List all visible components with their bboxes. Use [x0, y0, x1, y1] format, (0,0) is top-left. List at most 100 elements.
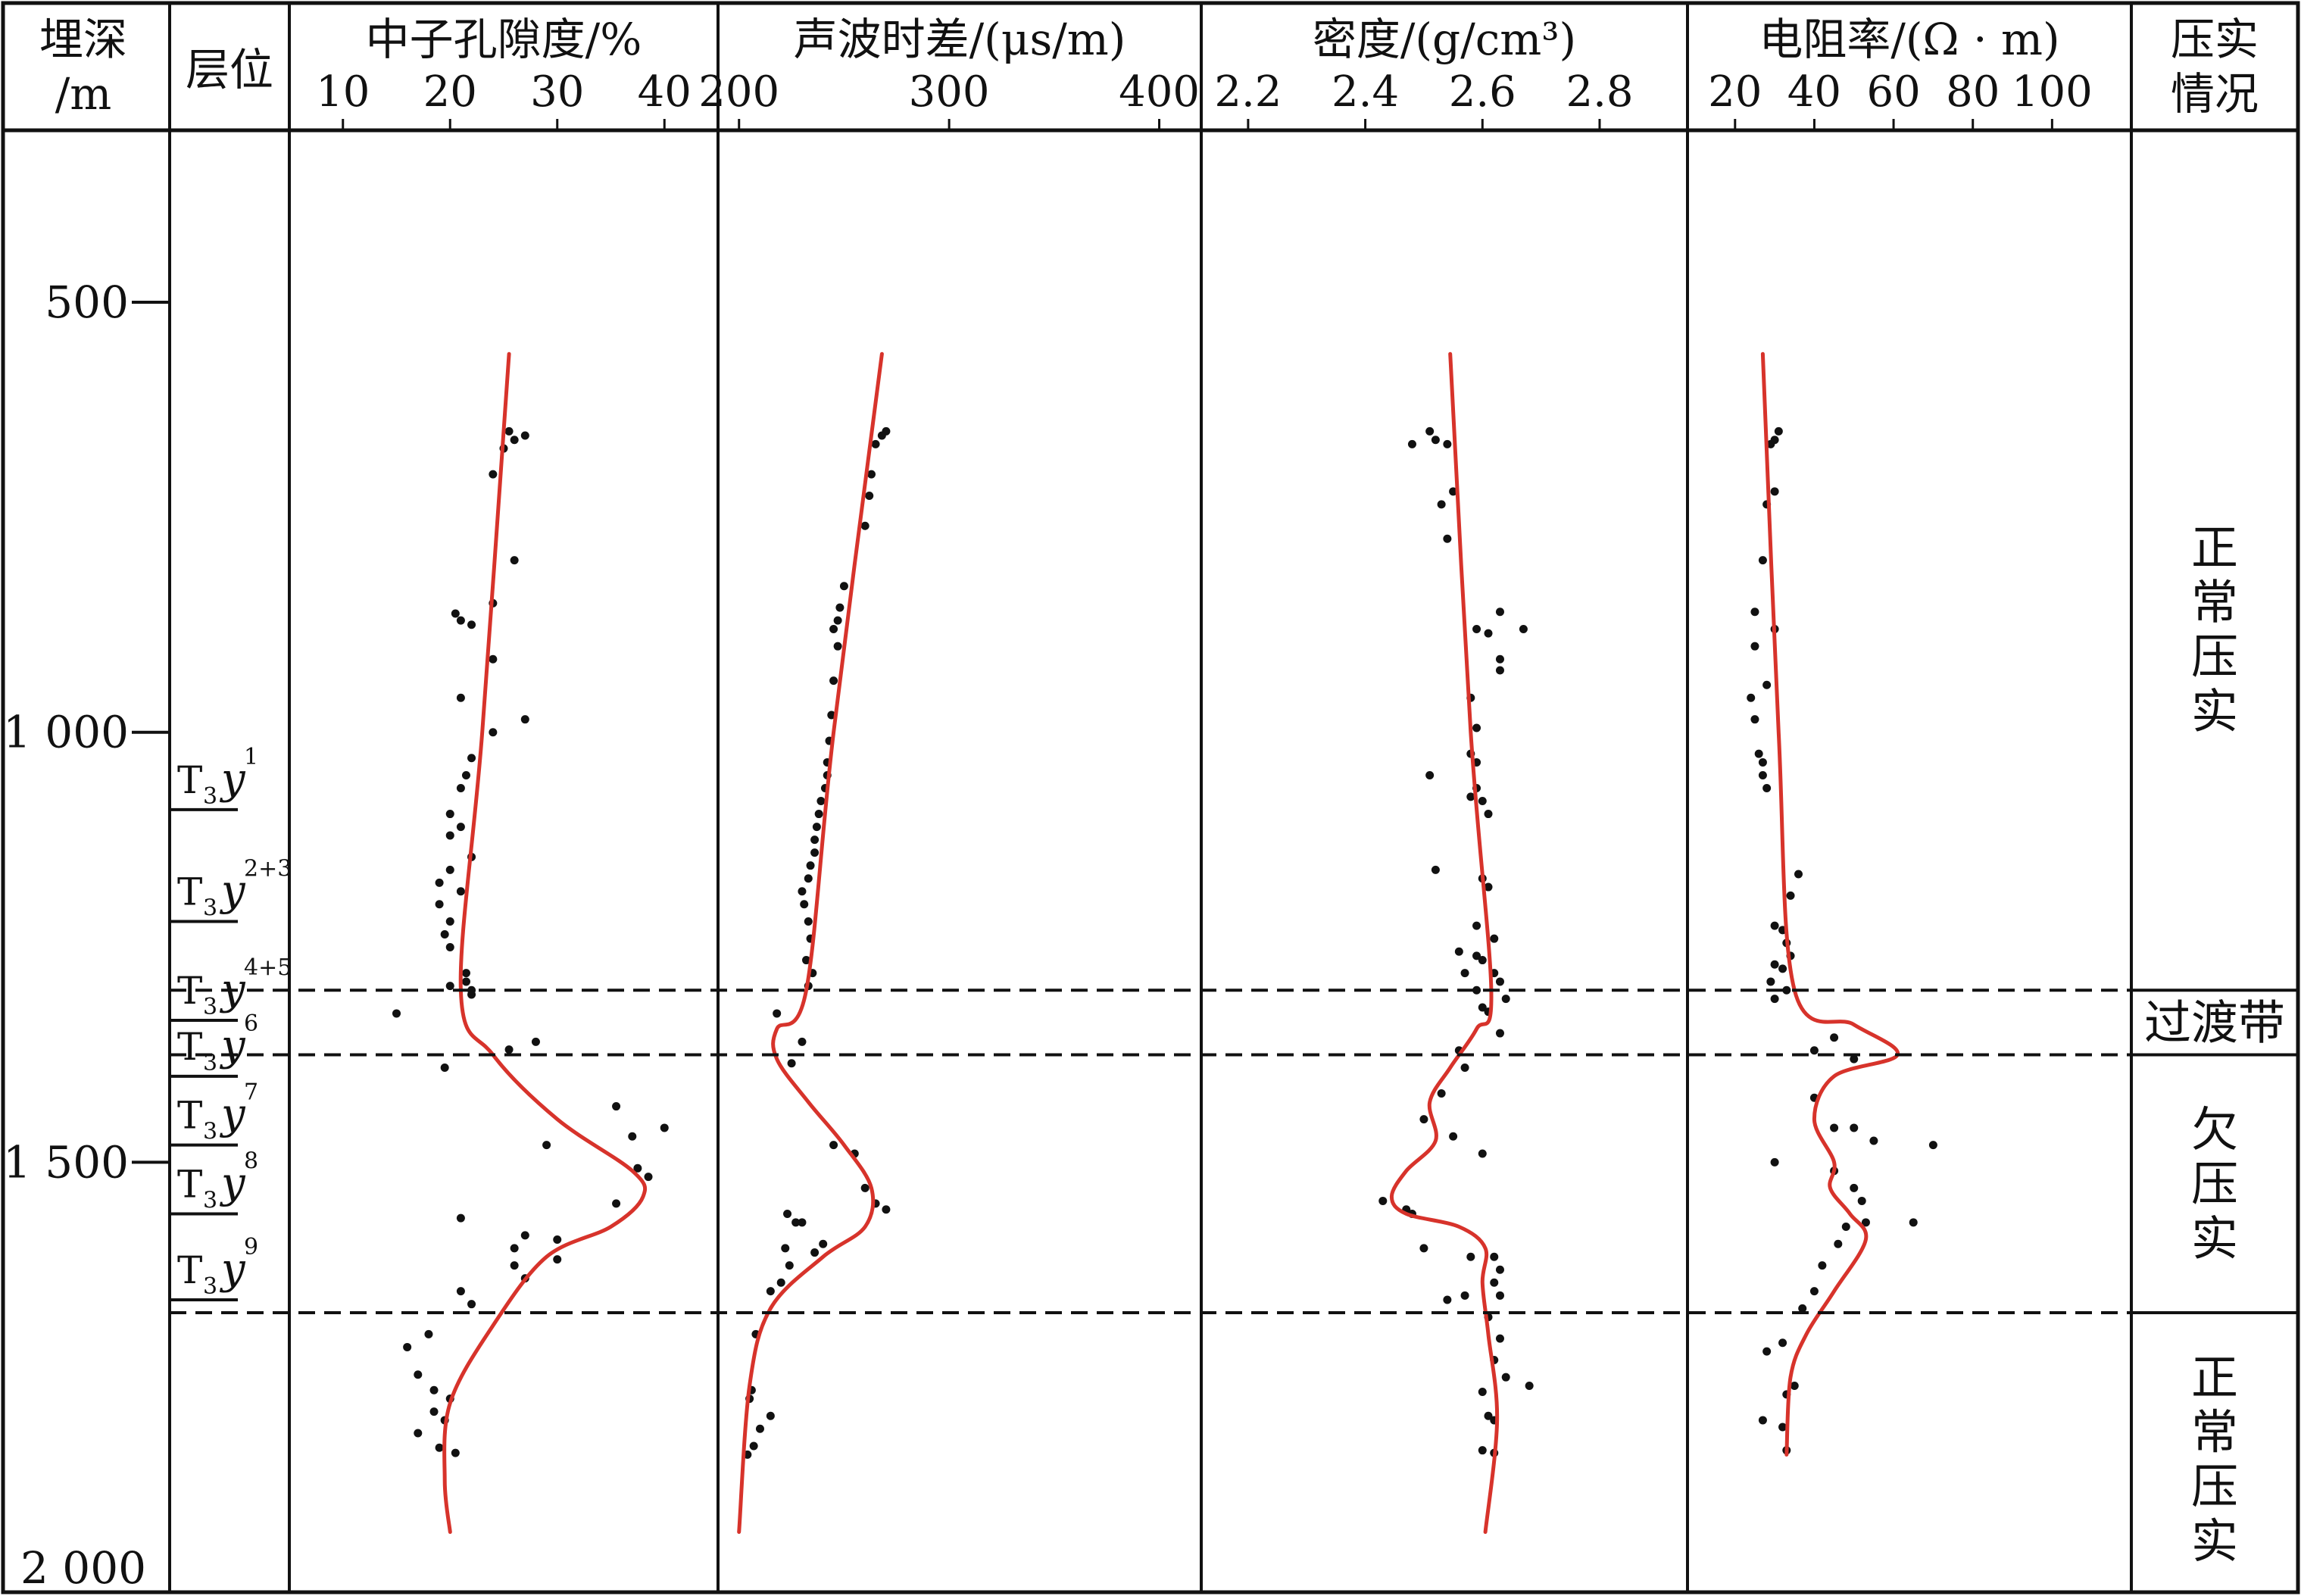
data-point: [1770, 921, 1779, 930]
layer-header: 层位: [186, 44, 273, 95]
data-point: [766, 1411, 775, 1420]
data-point: [1834, 1239, 1843, 1248]
data-point: [1501, 1373, 1510, 1382]
layer-label: T 3 y8: [170, 1148, 258, 1216]
data-point: [467, 620, 476, 629]
data-point: [612, 1102, 621, 1111]
layer-label-T: T: [177, 1094, 202, 1138]
data-point: [1766, 977, 1775, 986]
data-point: [1443, 534, 1452, 543]
layer-label-sub: 3: [203, 994, 217, 1020]
data-point: [1501, 995, 1510, 1004]
data-point: [1850, 1123, 1859, 1132]
data-point: [510, 1244, 519, 1253]
data-point: [1850, 1183, 1859, 1192]
data-point: [833, 616, 842, 625]
layer-label-sub: 3: [203, 895, 217, 921]
data-point: [1407, 439, 1416, 448]
data-point: [783, 1209, 792, 1218]
layer-label-y: y: [219, 1245, 246, 1294]
data-point: [520, 1231, 529, 1240]
layer-label-sup: 9: [244, 1234, 258, 1260]
zone-label-text: 过渡带: [2144, 995, 2285, 1050]
track-tick-label: 60: [1866, 67, 1920, 117]
data-point: [755, 1424, 764, 1433]
layer-label: T 3 y2+3: [170, 855, 292, 923]
layer-label-y: y: [219, 1021, 246, 1070]
depth-tick-label: 500: [45, 276, 129, 328]
data-point: [1809, 1287, 1819, 1296]
trend-line: [442, 351, 648, 1534]
data-point: [1794, 870, 1803, 879]
data-point: [1478, 797, 1487, 806]
data-point: [1786, 891, 1795, 900]
data-point: [1766, 439, 1775, 448]
tracks: 中子孔隙度/%10 20 30 40 声波时差/(μs/m) 200 300 400 密度/(g…: [316, 14, 2093, 1534]
data-point: [1758, 757, 1767, 767]
data-point: [467, 754, 476, 763]
track-tick-label: 2.6: [1449, 67, 1516, 117]
compaction-header-line2: 情况: [2171, 68, 2259, 120]
data-point: [445, 917, 454, 926]
data-point: [461, 977, 470, 986]
layer-label-T: T: [177, 1025, 202, 1069]
data-point: [440, 1063, 449, 1072]
data-point: [1460, 969, 1469, 978]
data-point: [456, 1287, 465, 1296]
data-point: [787, 1059, 796, 1068]
data-point: [553, 1235, 562, 1245]
data-point: [1750, 715, 1759, 724]
depth-tick-label: 1 500: [3, 1136, 129, 1188]
data-point: [835, 603, 845, 612]
data-point: [435, 878, 444, 887]
data-point: [1495, 977, 1504, 986]
track-tick-label: 2.2: [1214, 67, 1282, 117]
layer-label-sub: 3: [203, 1187, 217, 1213]
data-point: [866, 470, 876, 479]
data-point: [1770, 487, 1779, 496]
data-point: [819, 1239, 828, 1248]
data-point: [456, 693, 465, 702]
data-point: [827, 711, 836, 720]
data-point: [520, 715, 529, 724]
data-point: [1830, 1123, 1839, 1132]
data-point: [804, 874, 813, 883]
data-point: [510, 436, 519, 445]
data-point: [810, 835, 820, 845]
data-point: [1770, 1157, 1779, 1167]
data-point: [456, 1213, 465, 1223]
data-point: [1747, 693, 1756, 702]
data-point: [1460, 1291, 1469, 1300]
data-point: [1495, 1334, 1504, 1343]
data-point: [1484, 882, 1493, 892]
compaction-header: 压实 情况: [2171, 14, 2259, 120]
data-point: [1869, 1136, 1878, 1145]
data-point: [1841, 1223, 1850, 1231]
data-point: [829, 624, 838, 633]
trend-line: [1389, 351, 1500, 1534]
zone-label-text: 压: [2191, 629, 2238, 684]
data-point: [467, 985, 476, 995]
data-point: [1861, 1218, 1870, 1227]
data-point: [829, 676, 838, 686]
data-point: [1782, 985, 1791, 995]
track-title: 中子孔隙度/%: [366, 14, 642, 65]
layer-label-sup: 6: [244, 1010, 258, 1037]
data-point: [1519, 624, 1528, 633]
data-point: [1419, 1244, 1428, 1253]
data-point: [812, 823, 821, 832]
data-point: [785, 1261, 794, 1270]
layer-label-y: y: [219, 1090, 246, 1139]
track-tick-label: 10: [316, 67, 370, 117]
data-point: [456, 823, 465, 832]
data-point: [871, 439, 880, 448]
layer-label-sub: 3: [203, 1050, 217, 1076]
track-tick-label: 30: [530, 67, 584, 117]
data-point: [456, 784, 465, 792]
data-point: [1909, 1218, 1918, 1227]
track-tick-label: 200: [698, 67, 779, 117]
trend-line: [737, 351, 884, 1534]
data-point: [1484, 629, 1493, 638]
data-point: [456, 616, 465, 625]
